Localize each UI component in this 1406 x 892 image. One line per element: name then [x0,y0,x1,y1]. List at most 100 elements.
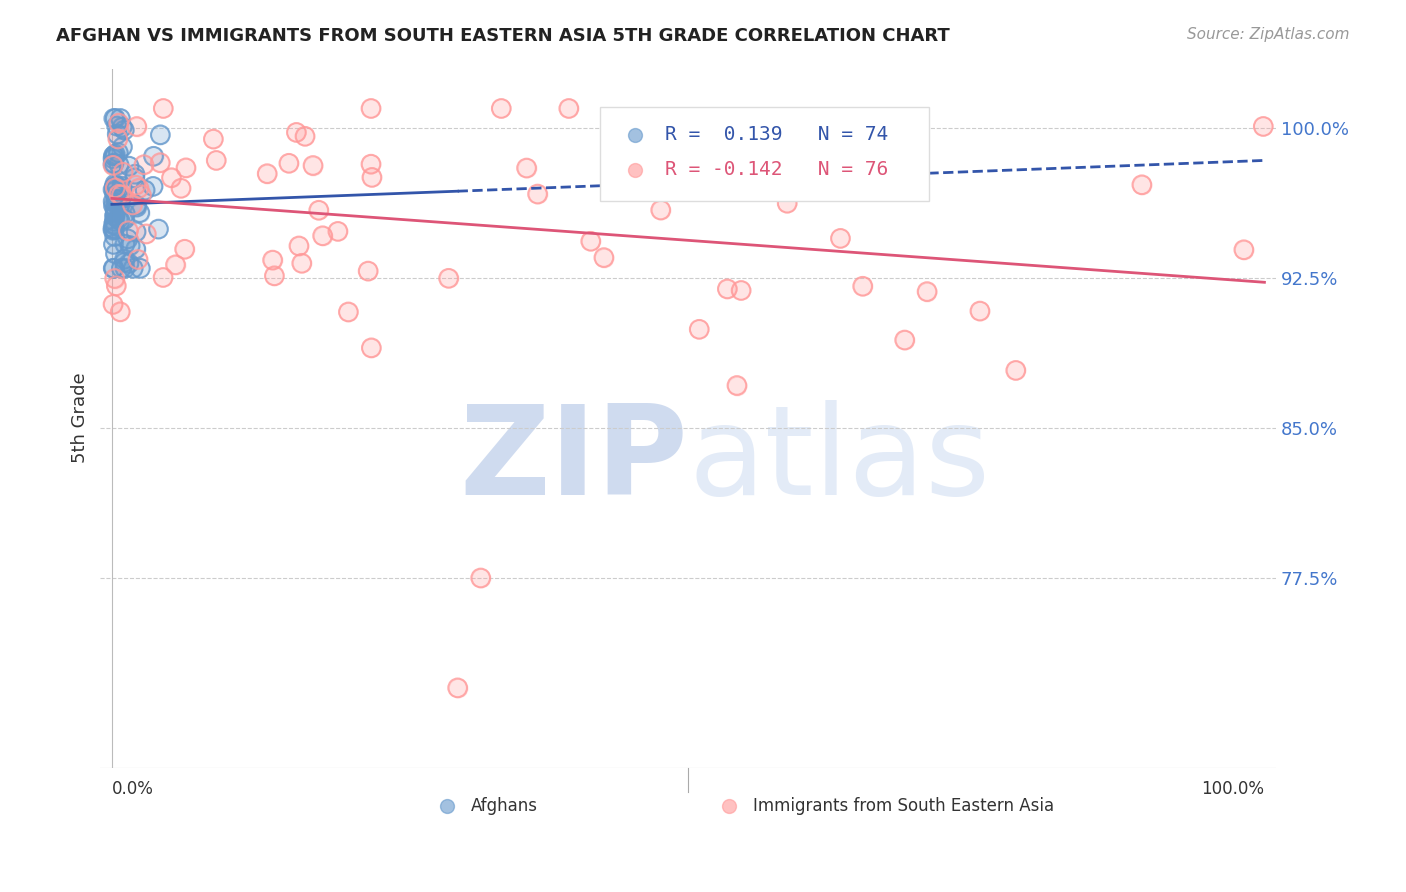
Point [160,170,183,185]
Point [118,256,141,270]
Point [101,158,124,172]
Point [104,208,127,222]
Point [491,102,513,116]
Point [626,311,648,326]
Point [149,128,172,142]
Point [357,264,380,278]
Point [579,234,602,248]
Point [593,251,616,265]
Point [202,132,225,146]
Point [579,234,602,248]
Point [105,127,128,141]
Point [308,203,330,218]
Point [288,239,311,253]
Point [118,256,141,270]
Point [104,246,127,260]
Point [149,128,172,142]
Point [103,180,125,194]
Point [125,120,148,134]
Point [173,242,195,256]
Point [360,102,382,116]
Point [118,159,141,173]
Point [446,681,468,695]
Point [121,198,143,212]
Point [103,180,125,194]
Point [830,231,852,245]
Point [129,261,152,276]
Point [152,102,174,116]
Point [125,200,148,214]
Point [103,219,125,233]
Point [105,197,128,211]
Point [111,140,134,154]
Point [114,212,136,227]
Point [112,123,135,137]
Point [308,203,330,218]
Point [491,102,513,116]
Text: 0.0%: 0.0% [112,780,153,797]
Point [101,223,124,237]
Point [117,232,139,246]
Point [1233,243,1256,257]
Point [152,102,174,116]
Point [111,140,134,154]
Point [101,221,124,235]
Point [801,119,824,133]
Point [644,167,666,181]
Point [105,127,128,141]
Point [125,225,148,239]
Point [103,149,125,163]
Point [104,181,127,195]
Point [104,271,127,285]
Point [103,261,125,276]
Point [112,123,135,137]
Point [103,217,125,231]
Point [114,212,136,227]
Point [129,261,152,276]
Point [142,149,165,163]
Point [360,157,382,171]
Point [127,252,149,267]
Point [101,157,124,171]
Point [165,258,187,272]
Point [108,199,131,213]
Point [103,261,125,276]
Point [101,152,124,166]
Point [776,196,799,211]
Point [104,147,127,161]
Point [716,282,738,296]
Point [969,304,991,318]
Point [132,158,155,172]
Point [122,261,145,276]
Point [101,221,124,235]
Point [104,112,127,126]
Point [104,201,127,215]
Point [108,213,131,227]
Point [173,242,195,256]
Point [262,253,284,268]
Point [125,198,148,212]
Point [110,305,132,319]
Point [104,229,127,244]
Point [105,197,128,211]
Point [142,179,165,194]
Point [107,132,129,146]
Point [124,170,146,185]
Point [108,158,131,172]
Point [117,224,139,238]
Point [526,187,548,202]
Point [915,285,938,299]
Point [110,193,132,207]
Point [103,219,125,233]
Point [125,200,148,214]
Point [360,157,382,171]
Text: R = -0.142   N = 76: R = -0.142 N = 76 [665,161,889,179]
Point [104,188,127,202]
Point [852,279,875,293]
Point [103,199,125,213]
Point [256,167,278,181]
Point [124,167,146,181]
Point [593,251,616,265]
Text: ZIP: ZIP [460,400,688,521]
Point [124,242,146,256]
